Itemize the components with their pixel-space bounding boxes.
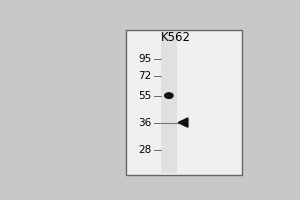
Text: 28: 28	[138, 145, 152, 155]
Bar	[161, 32, 177, 173]
Text: 55: 55	[138, 91, 152, 101]
Circle shape	[165, 93, 173, 98]
Bar	[126, 30, 242, 175]
Text: 95: 95	[138, 54, 152, 64]
Text: 36: 36	[138, 118, 152, 128]
Text: K562: K562	[161, 31, 191, 44]
Text: 72: 72	[138, 71, 152, 81]
Polygon shape	[178, 118, 188, 127]
